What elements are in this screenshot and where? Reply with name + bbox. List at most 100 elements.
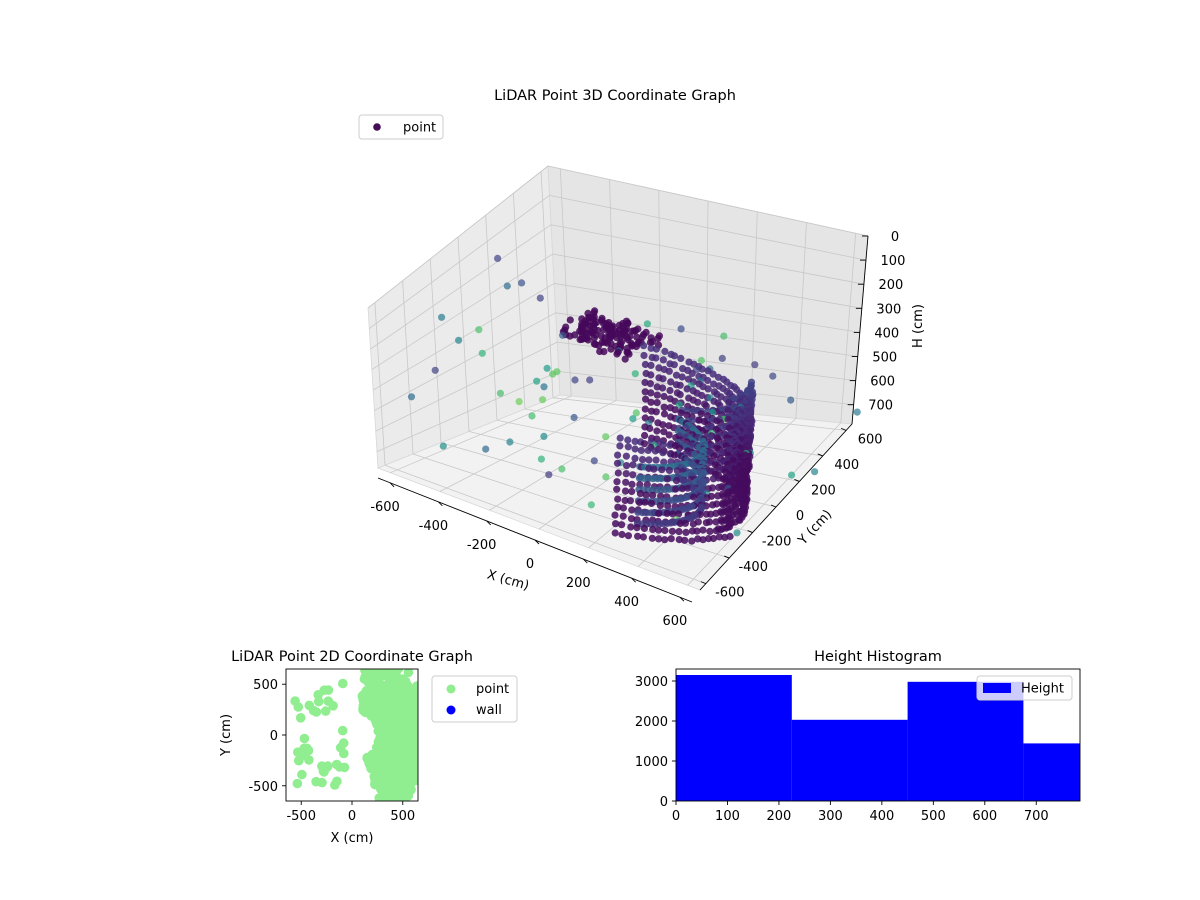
y-tick-mark [770,504,777,508]
scatter-point [616,442,624,450]
z-tick-label: 0 [891,230,899,245]
scatter-point [631,454,639,462]
histogram-bar [907,681,1024,801]
scatter-point [614,469,622,477]
scatter-point [676,381,684,389]
scatter-point [652,408,660,416]
grid-line-z [547,165,869,237]
scatter-point [673,467,681,475]
point-2d [290,696,300,706]
point-2d [393,669,404,674]
point-2d [422,725,432,735]
point-2d [412,687,418,698]
scatter-point [537,455,546,463]
z-tick-label: 700 [868,399,893,414]
scatter-point [613,350,621,358]
scatter-point [660,428,668,436]
scatter-point [648,534,656,542]
scatter-point [715,533,724,541]
scatter-point [660,403,668,411]
point-2d [397,779,407,789]
x-tick-mark [582,558,588,564]
scatter-point [647,361,655,369]
scatter-point [688,537,696,545]
legend-3d-label-point: point [403,121,436,136]
scatter-point [675,528,683,536]
point-2d [299,733,310,744]
legend-histogram-box [976,675,1073,701]
scatter-point [670,361,678,369]
y-axis-label-2d: Y (cm) [219,714,234,757]
scatter-point [712,527,720,535]
scatter-point [647,398,655,406]
scatter-point [649,525,657,534]
x-tick-label: -200 [467,538,497,553]
scatter-point [438,313,446,321]
scatter-point [675,401,683,409]
scatter-point [626,497,635,505]
point-2d [297,769,307,780]
scatter-point [655,509,663,517]
chart-2d-title: LiDAR Point 2D Coordinate Graph [231,649,473,665]
y-tick-label-histogram: 3000 [635,675,668,690]
scatter-points-3d [407,254,861,545]
scatter-point [653,391,661,399]
scatter-point [607,345,615,353]
scatter-point [621,496,629,505]
scatter-point [613,485,621,493]
scatter-point [624,443,632,451]
scatter-point [642,395,650,403]
scatter-point [671,485,680,493]
histogram-bars [676,675,1080,801]
scatter-point [407,393,416,401]
scatter-point [611,529,619,537]
point-2d [331,759,342,770]
scatter-point [721,533,729,542]
scatter-point [439,442,447,450]
scatter-point [655,364,663,372]
y-tick-mark [724,555,730,559]
grid-line-y [540,171,554,398]
scatter-point [652,354,660,362]
scatter-point [621,487,630,495]
point-2d [339,748,349,759]
scatter-point [689,493,698,501]
point-2d [313,696,324,707]
scatter-point [666,386,674,395]
chart-3d-title: LiDAR Point 3D Coordinate Graph [494,88,736,104]
scatter-point [663,475,672,483]
point-2d [412,699,418,710]
z-tick-label: 600 [870,375,895,390]
scatter-point [646,338,655,347]
scatter-point [455,336,463,344]
point-2d [419,715,429,725]
x-axis-label-2d: X (cm) [331,831,374,846]
scatter-point [647,509,656,517]
scatter-point [646,424,654,433]
x-tick-mark [486,520,492,526]
point-2d [360,669,370,676]
scatter-point [663,509,671,517]
scatter-point [709,501,717,509]
point-2d [385,762,396,773]
point-2d [418,717,428,727]
scatter-point [724,415,732,424]
scatter-point [536,294,544,302]
x-tick-label: 200 [566,576,591,591]
scatter-point [624,436,632,444]
grid-line-x [840,233,857,423]
scatter-point [699,536,707,544]
scatter-point [595,341,603,350]
scatter-point [506,438,514,446]
grid-line-z [369,195,550,329]
x-tick-label-histogram: 100 [715,809,740,824]
point-2d [367,749,378,760]
histogram-bar [791,719,908,801]
scatter-point [641,414,649,422]
y-tick-label: 0 [796,509,804,524]
scatter-point [431,366,439,374]
scatter-point [618,530,626,539]
scatter-point [690,407,698,415]
scatter-point [660,410,669,418]
scatter-point [712,518,720,526]
